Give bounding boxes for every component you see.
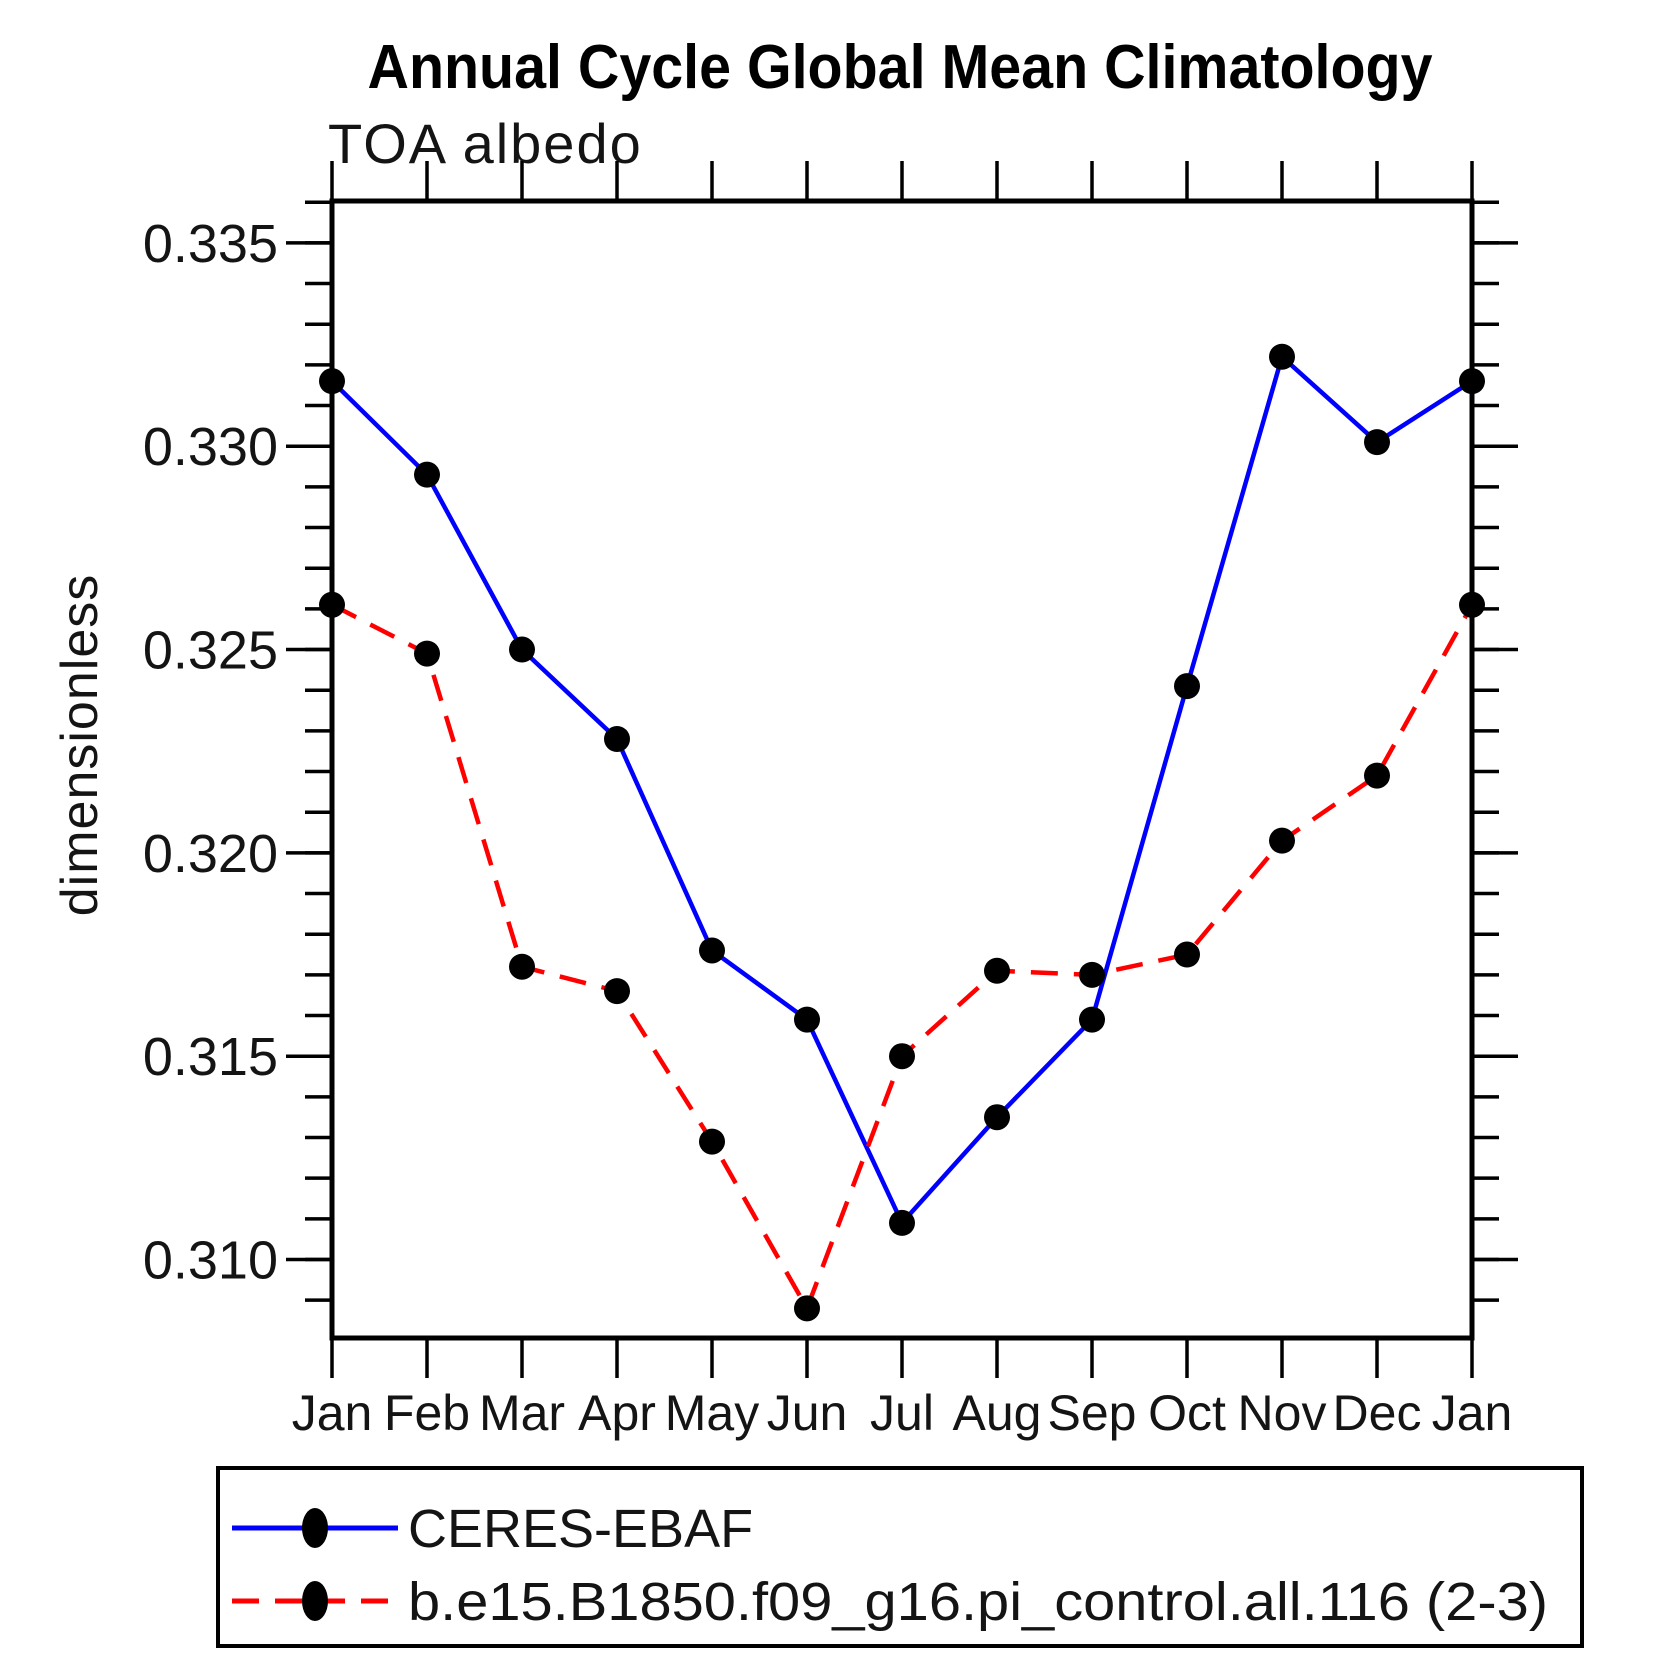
y-tick-label: 0.310 xyxy=(143,1231,278,1291)
legend-sample-marker xyxy=(302,1581,328,1621)
data-point-marker xyxy=(699,1128,725,1155)
data-point-marker xyxy=(1269,343,1295,370)
x-tick-label: Sep xyxy=(1048,1385,1137,1441)
series-line-model-run xyxy=(330,602,1474,1311)
y-tick-label: 0.315 xyxy=(143,1027,278,1087)
legend-samples xyxy=(232,1508,398,1621)
data-point-marker xyxy=(1174,941,1200,968)
x-axis-labels: Jan Feb Mar Apr May Jun Jul Aug Sep Oct Nov Dec Jan xyxy=(292,1385,1513,1441)
y-tick-label: 0.335 xyxy=(143,214,278,274)
data-point-marker xyxy=(1269,827,1295,854)
data-point-marker xyxy=(414,640,440,667)
data-point-marker xyxy=(794,1295,820,1322)
data-point-marker xyxy=(1079,1006,1105,1033)
series-layer xyxy=(319,343,1485,1322)
y-tick-label: 0.320 xyxy=(143,824,278,884)
y-tick-label: 0.325 xyxy=(143,621,278,681)
data-point-marker xyxy=(984,957,1010,984)
chart-title: Annual Cycle Global Mean Climatology xyxy=(368,33,1433,102)
y-axis-tick-labels: 0.310 0.315 0.320 0.325 0.330 0.335 xyxy=(143,214,278,1291)
x-tick-label: Aug xyxy=(953,1385,1042,1441)
data-point-marker xyxy=(604,978,630,1005)
x-tick-label: Nov xyxy=(1238,1385,1327,1441)
legend-sample-marker xyxy=(302,1508,328,1548)
data-point-marker xyxy=(1079,961,1105,988)
x-tick-label: Apr xyxy=(578,1385,656,1441)
data-point-marker xyxy=(1364,429,1390,456)
x-tick-label: Jan xyxy=(1432,1385,1513,1441)
x-tick-label: Jun xyxy=(767,1385,848,1441)
y-tick-label: 0.330 xyxy=(143,417,278,477)
data-point-marker xyxy=(889,1209,915,1236)
data-point-marker xyxy=(1364,762,1390,789)
plot-frame xyxy=(329,198,1475,1341)
data-point-marker xyxy=(414,461,440,488)
legend-label-model-run: b.e15.B1850.f09_g16.pi_control.all.116 (… xyxy=(408,1572,1548,1632)
data-point-marker xyxy=(984,1104,1010,1131)
x-tick-label: Dec xyxy=(1333,1385,1422,1441)
data-point-marker xyxy=(889,1043,915,1070)
y-axis-label: dimensionless xyxy=(51,574,109,917)
data-point-marker xyxy=(509,636,535,663)
legend: CERES-EBAF b.e15.B1850.f09_g16.pi_contro… xyxy=(216,1466,1584,1648)
legend-label-ceres-ebaf: CERES-EBAF xyxy=(408,1499,753,1559)
data-point-marker xyxy=(699,937,725,964)
x-tick-label: Jan xyxy=(292,1385,373,1441)
chart-subtitle: TOA albedo xyxy=(328,112,643,175)
x-tick-label: Oct xyxy=(1148,1385,1226,1441)
legend-box xyxy=(216,1466,1584,1648)
data-point-marker xyxy=(1174,673,1200,700)
axis-ticks xyxy=(286,161,1518,1378)
x-tick-label: Mar xyxy=(479,1385,565,1441)
x-tick-label: Feb xyxy=(384,1385,470,1441)
x-tick-label: Jul xyxy=(870,1385,934,1441)
data-point-marker xyxy=(794,1006,820,1033)
data-point-marker xyxy=(509,953,535,980)
series-line-ceres-ebaf xyxy=(330,354,1474,1226)
x-tick-label: May xyxy=(665,1385,759,1441)
data-point-marker xyxy=(604,726,630,753)
